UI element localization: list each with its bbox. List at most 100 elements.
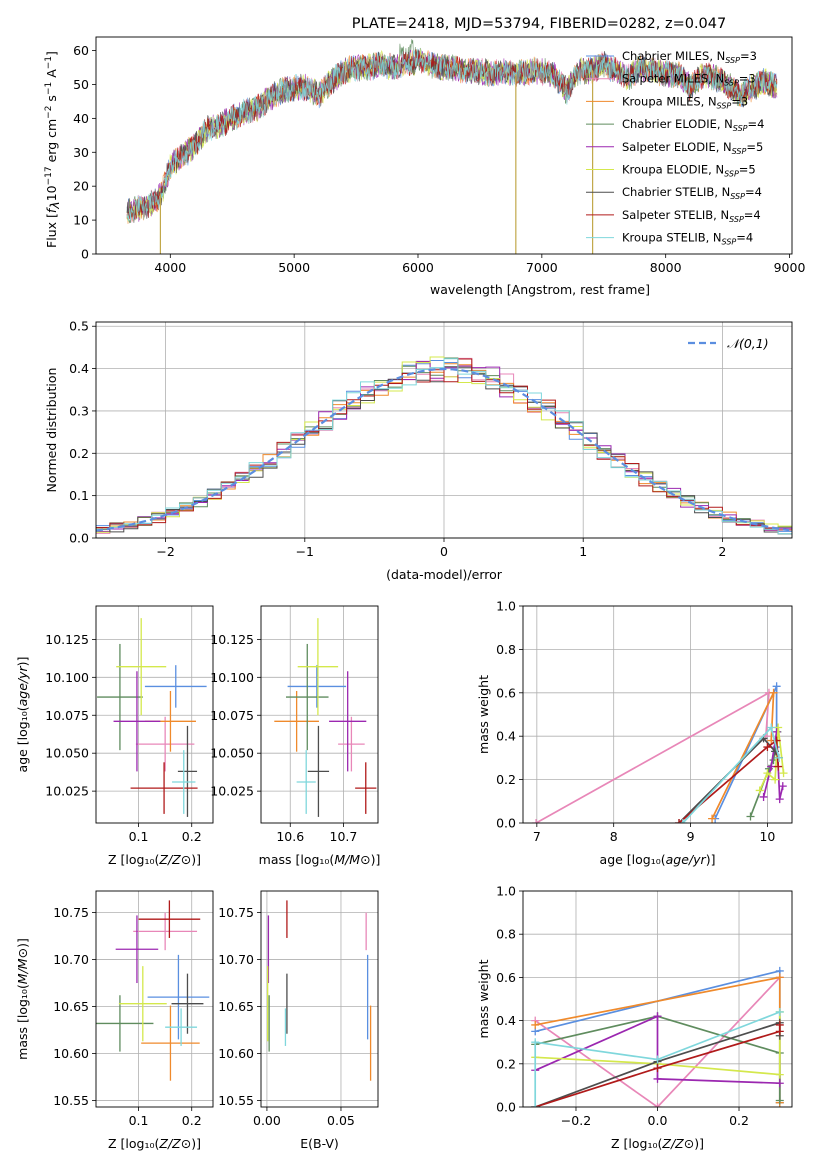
weight-marker-kroupa_miles: [708, 814, 717, 823]
errorbar-point-kroupa_stelib: [296, 750, 316, 814]
plot-area: [531, 966, 784, 1107]
tick-label-y: 10.100: [45, 670, 89, 685]
tick-label-y: 10.65: [53, 999, 89, 1014]
axes-frame: [95, 36, 793, 255]
tick-label-y: 0.0: [496, 816, 516, 831]
weight-marker-salpeter_stelib: [774, 762, 783, 771]
tick-label-y: 10.60: [218, 1046, 254, 1061]
legend-label-chabrier_elodie: Chabrier ELODIE, NSSP=4: [622, 117, 764, 133]
tick-label-y: 10.075: [45, 708, 89, 723]
plot-area: [97, 618, 207, 817]
weight-marker-salpeter_elodie: [778, 782, 787, 791]
errorbar-point-chabrier_miles: [287, 665, 347, 708]
legend-label-kroupa_stelib: Kroupa STELIB, NSSP=4: [622, 231, 753, 247]
errorbar-point-salpeter_miles: [338, 716, 365, 772]
x-axis-label: Z [log₁₀(Z/Z⊙)]: [108, 1136, 201, 1151]
tick-label-x: −2: [156, 544, 174, 559]
legend-label-chabrier_stelib: Chabrier STELIB, NSSP=4: [622, 185, 762, 201]
tick-label-y: 1.0: [496, 884, 516, 899]
tick-label-y: 10.100: [210, 670, 254, 685]
tick-label-y: 10.075: [210, 708, 254, 723]
errorbar-point-kroupa_stelib: [165, 1008, 198, 1046]
tick-label-y: 60: [73, 43, 89, 58]
y-axis-label: Normed distribution: [44, 368, 59, 493]
tick-label-y: 0.6: [496, 970, 516, 985]
tick-label-x: 0.2: [182, 829, 202, 844]
weight-marker-chabrier_elodie: [746, 812, 755, 821]
tick-label-y: 30: [73, 145, 89, 160]
errorbar-point-kroupa_elodie: [116, 618, 167, 716]
x-axis-label: Z [log₁₀(Z/Z⊙)]: [611, 1136, 704, 1151]
weight-line-salpeter_elodie: [534, 1014, 780, 1085]
axes-frame: [522, 890, 793, 1108]
errorbar-point-chabrier_stelib: [177, 725, 198, 817]
tick-label-x: −1: [296, 544, 314, 559]
tick-label-x: 2: [718, 544, 726, 559]
tick-label-y: 0.0: [69, 531, 89, 546]
errorbar-point-salpeter_elodie: [329, 671, 367, 772]
errorbar-point-salpeter_stelib: [130, 762, 198, 814]
tick-label-y: 20: [73, 179, 89, 194]
weight-marker-chabrier_elodie: [775, 1096, 784, 1105]
tick-label-x: 0.1: [129, 829, 149, 844]
tick-label-x: 7000: [526, 260, 558, 275]
tick-label-y: 0.0: [496, 1100, 516, 1115]
legend-label-kroupa_miles: Kroupa MILES, NSSP=3: [622, 94, 748, 110]
tick-label-y: 0.4: [69, 361, 89, 376]
weight-marker-salpeter_stelib: [763, 743, 772, 752]
weight-line-kroupa_elodie: [535, 1012, 781, 1076]
tick-label-y: 0: [81, 247, 89, 262]
weight-marker-salpeter_stelib: [653, 1064, 662, 1073]
tick-label-y: 0.2: [496, 1056, 516, 1071]
tick-label-x: 5000: [278, 260, 310, 275]
legend-label-salpeter_elodie: Salpeter ELODIE, NSSP=5: [622, 140, 763, 156]
legend-label-salpeter_stelib: Salpeter STELIB, NSSP=4: [622, 208, 761, 224]
weight-marker-kroupa_miles: [769, 688, 778, 697]
y-axis-label: Flux [fλ10−17 erg cm−2 s−1 A−1]: [44, 51, 62, 248]
legend-label-gaussian: 𝒩(0,1): [727, 336, 769, 351]
tick-label-x: 0.2: [729, 1113, 749, 1128]
gaussian-curve: [96, 367, 790, 532]
plot-area: [532, 682, 788, 823]
tick-label-y: 50: [73, 77, 89, 92]
tick-label-y: 0.2: [496, 772, 516, 787]
errorbar-point-chabrier_elodie: [97, 643, 143, 751]
weight-marker-kroupa_elodie: [755, 786, 764, 795]
weight-line-kroupa_stelib: [534, 1011, 781, 1107]
tick-label-x: 0.2: [182, 1113, 202, 1128]
weight-marker-salpeter_elodie: [653, 1012, 662, 1021]
axes-frame: [260, 605, 379, 824]
tick-label-x: 10.7: [330, 829, 358, 844]
errorbar-point-chabrier_miles: [147, 954, 210, 1040]
tick-label-x: 0.1: [129, 1113, 149, 1128]
weight-marker-salpeter_elodie: [767, 762, 776, 771]
errorbar-point-chabrier_miles: [144, 665, 207, 708]
weight-marker-salpeter_miles: [653, 1103, 662, 1107]
plot-age_vs_Z: 0.1 0.2 10.025 10.050 10.075 10.100 10.125 Z [l…: [15, 605, 214, 867]
tick-label-y: 0.4: [496, 1013, 516, 1028]
errorbar-point-kroupa_miles: [141, 1005, 200, 1081]
tick-label-x: 9000: [774, 260, 806, 275]
axes-frame: [522, 605, 793, 824]
plot-area: [267, 900, 372, 1081]
x-axis-label: mass [log₁₀(M/M⊙)]: [259, 852, 381, 867]
x-axis-label: age [log₁₀(age/yr)]: [600, 852, 716, 867]
tick-label-y: 0.1: [69, 488, 89, 503]
tick-label-y: 10.125: [45, 632, 89, 647]
axes-frame: [95, 605, 214, 824]
weight-marker-kroupa_elodie: [763, 769, 772, 778]
weight-marker-kroupa_stelib: [767, 723, 776, 732]
plot-mass_vs_Z: 0.1 0.2 10.55 10.60 10.65 10.70 10.75 Z [log₁₀(…: [15, 890, 214, 1151]
tick-label-x: 9: [687, 829, 695, 844]
tick-label-y: 10.65: [218, 999, 254, 1014]
errorbar-point-salpeter_miles: [133, 912, 198, 951]
weight-marker-kroupa_stelib: [678, 819, 687, 823]
axes-frame: [95, 890, 214, 1108]
weight-marker-kroupa_stelib: [531, 1038, 540, 1047]
tick-label-y: 0.8: [496, 642, 516, 657]
tick-label-x: 10: [759, 829, 775, 844]
weight-marker-kroupa_stelib: [531, 1103, 540, 1107]
tick-label-y: 10.050: [210, 746, 254, 761]
tick-label-y: 10.55: [218, 1093, 254, 1108]
